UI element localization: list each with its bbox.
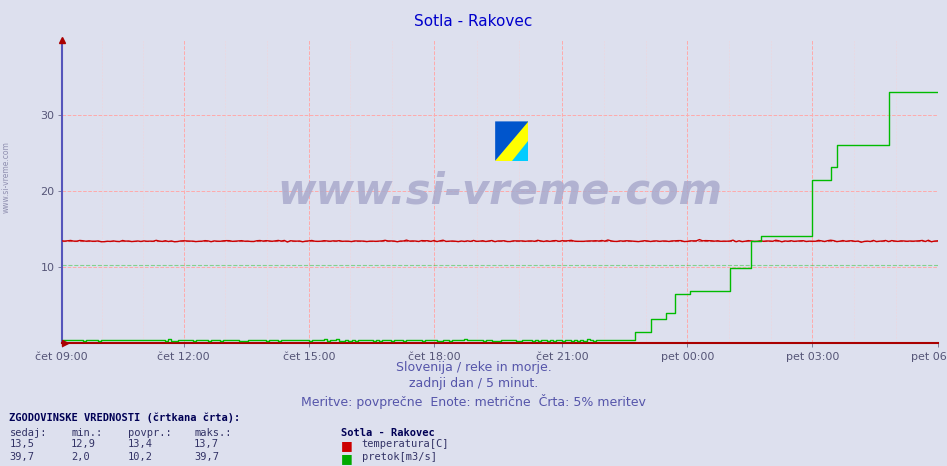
Text: temperatura[C]: temperatura[C] bbox=[362, 439, 449, 449]
Text: 13,7: 13,7 bbox=[194, 439, 219, 449]
Text: Sotla - Rakovec: Sotla - Rakovec bbox=[341, 428, 435, 438]
Polygon shape bbox=[495, 121, 528, 161]
Text: 13,4: 13,4 bbox=[128, 439, 152, 449]
Text: 2,0: 2,0 bbox=[71, 452, 90, 462]
Text: maks.:: maks.: bbox=[194, 428, 232, 438]
Text: sedaj:: sedaj: bbox=[9, 428, 47, 438]
Text: min.:: min.: bbox=[71, 428, 102, 438]
Text: ■: ■ bbox=[341, 452, 352, 465]
Text: ■: ■ bbox=[341, 439, 352, 452]
Polygon shape bbox=[511, 141, 528, 161]
Text: ZGODOVINSKE VREDNOSTI (črtkana črta):: ZGODOVINSKE VREDNOSTI (črtkana črta): bbox=[9, 412, 241, 423]
Text: 12,9: 12,9 bbox=[71, 439, 96, 449]
Text: 13,5: 13,5 bbox=[9, 439, 34, 449]
Text: pretok[m3/s]: pretok[m3/s] bbox=[362, 452, 437, 462]
Text: 10,2: 10,2 bbox=[128, 452, 152, 462]
Text: Sotla - Rakovec: Sotla - Rakovec bbox=[415, 14, 532, 29]
Text: 39,7: 39,7 bbox=[9, 452, 34, 462]
Text: 39,7: 39,7 bbox=[194, 452, 219, 462]
Text: Slovenija / reke in morje.: Slovenija / reke in morje. bbox=[396, 361, 551, 374]
Text: Meritve: povprečne  Enote: metrične  Črta: 5% meritev: Meritve: povprečne Enote: metrične Črta:… bbox=[301, 394, 646, 409]
Text: povpr.:: povpr.: bbox=[128, 428, 171, 438]
Text: www.si-vreme.com: www.si-vreme.com bbox=[2, 141, 11, 213]
Polygon shape bbox=[495, 121, 528, 161]
Text: www.si-vreme.com: www.si-vreme.com bbox=[277, 170, 722, 212]
Text: zadnji dan / 5 minut.: zadnji dan / 5 minut. bbox=[409, 377, 538, 391]
